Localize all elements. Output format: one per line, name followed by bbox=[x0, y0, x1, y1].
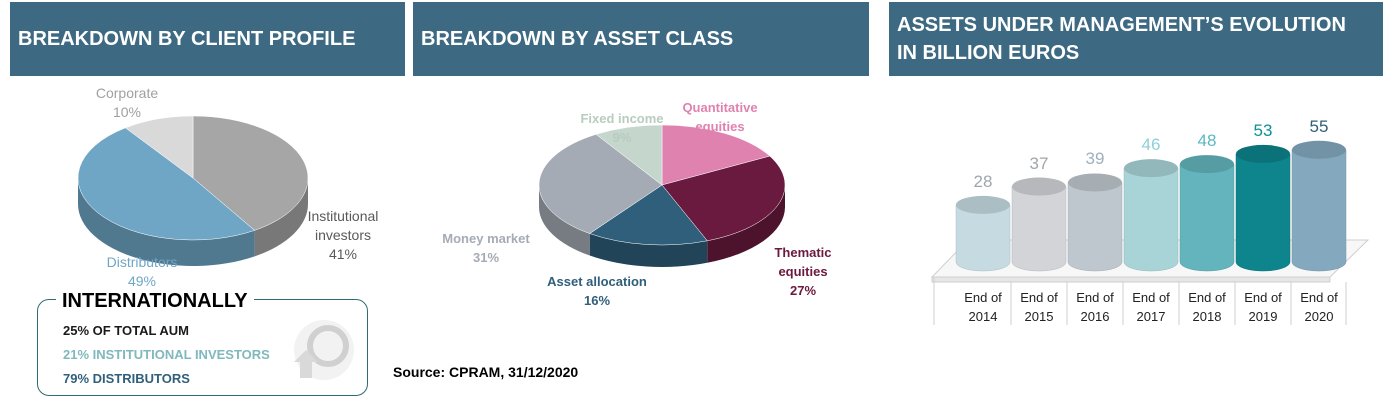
pie-slice bbox=[589, 184, 708, 246]
pie-slice bbox=[661, 155, 786, 242]
pie-slice bbox=[595, 124, 663, 186]
bar bbox=[955, 204, 1011, 272]
box-title: INTERNATIONALLY bbox=[56, 290, 254, 313]
bar-top bbox=[1068, 173, 1122, 192]
icon bbox=[307, 325, 349, 367]
value-label: 39 bbox=[1085, 149, 1105, 169]
bar-top bbox=[1124, 159, 1178, 178]
pie-slice bbox=[192, 115, 309, 231]
pie-side bbox=[78, 178, 255, 266]
value-label: 53 bbox=[1253, 120, 1273, 140]
pie-label-name: Money market bbox=[442, 231, 530, 246]
value-label: 46 bbox=[1141, 135, 1161, 155]
pie-label-value: 9% bbox=[612, 130, 632, 145]
box-line: 25% OF TOTAL AUM bbox=[63, 323, 189, 338]
icon bbox=[294, 350, 318, 378]
pie-label: Distributors 49% bbox=[92, 253, 192, 291]
chart-title: ASSETS UNDER MANAGEMENT’S EVOLUTION IN B… bbox=[889, 2, 1383, 76]
pie-label-value: 41% bbox=[328, 246, 358, 262]
pie-label: Asset allocation 16% bbox=[527, 272, 667, 310]
chart-title: BREAKDOWN BY ASSET CLASS bbox=[413, 2, 869, 76]
x-tick-label: End of 2018 bbox=[1188, 290, 1226, 324]
pie-slice bbox=[538, 134, 663, 234]
pie-label-value: 49% bbox=[127, 273, 157, 289]
pie-label: Money market 31% bbox=[421, 229, 551, 267]
pie-label: Institutional investors 41% bbox=[293, 207, 393, 264]
pie-label-name: Distributors bbox=[106, 254, 178, 270]
pie-side bbox=[254, 178, 308, 257]
value-label: 28 bbox=[973, 171, 993, 191]
chart-title: BREAKDOWN BY CLIENT PROFILE bbox=[10, 2, 405, 76]
pie-label-name: Institutional investors bbox=[307, 208, 379, 243]
pie-label-value: 31% bbox=[472, 250, 500, 265]
pie-label: Fixed income 9% bbox=[557, 109, 687, 147]
x-tick-label: End of 2016 bbox=[1076, 290, 1114, 324]
pie-label-value: 16% bbox=[583, 293, 611, 308]
bar-top bbox=[1236, 144, 1290, 163]
value-label: 55 bbox=[1309, 116, 1329, 136]
floor-edge bbox=[931, 276, 1331, 283]
bar-top bbox=[1012, 177, 1066, 196]
pie-label-value: 17% bbox=[706, 138, 734, 153]
source: Source: CPRAM, 31/12/2020 bbox=[393, 364, 579, 380]
bar-top bbox=[1180, 155, 1234, 174]
bar-top bbox=[1292, 140, 1346, 159]
pie-side bbox=[589, 233, 708, 268]
bar bbox=[1291, 149, 1347, 272]
bar bbox=[1123, 167, 1179, 272]
pie-label-name: Thematic equities bbox=[774, 245, 832, 279]
bar bbox=[1235, 153, 1291, 272]
bar bbox=[1179, 163, 1235, 272]
pie-label-name: Asset allocation bbox=[547, 274, 647, 289]
x-tick-label: End of 2020 bbox=[1300, 290, 1338, 324]
pie-slice bbox=[661, 124, 771, 186]
pie-label-name: Fixed income bbox=[580, 111, 664, 126]
x-tick-label: End of 2017 bbox=[1132, 290, 1170, 324]
pie-label-name: Corporate bbox=[95, 85, 159, 101]
pie-label: Thematic equities 27% bbox=[753, 243, 853, 300]
pie-label-value: 10% bbox=[112, 104, 142, 120]
x-tick-label: End of 2015 bbox=[1020, 290, 1058, 324]
pie-slice bbox=[77, 127, 256, 241]
box-line: 21% INSTITUTIONAL INVESTORS bbox=[63, 347, 270, 362]
x-tick-label: End of 2019 bbox=[1244, 290, 1282, 324]
pie-label-name: Quantitative equities bbox=[682, 100, 758, 134]
pie-label: Corporate 10% bbox=[77, 84, 177, 122]
pie-label: Quantitative equities 17% bbox=[670, 98, 770, 155]
pie-label-value: 27% bbox=[789, 283, 817, 298]
bar-top bbox=[956, 195, 1010, 214]
x-tick-label: End of 2014 bbox=[964, 290, 1002, 324]
value-label: 37 bbox=[1029, 153, 1049, 173]
bar bbox=[1011, 186, 1067, 272]
value-label: 48 bbox=[1197, 131, 1217, 151]
box-line: 79% DISTRIBUTORS bbox=[63, 371, 190, 386]
pie-side bbox=[707, 185, 785, 263]
bar bbox=[1067, 182, 1123, 272]
pie-slice bbox=[124, 115, 194, 179]
pie-side bbox=[539, 185, 590, 256]
